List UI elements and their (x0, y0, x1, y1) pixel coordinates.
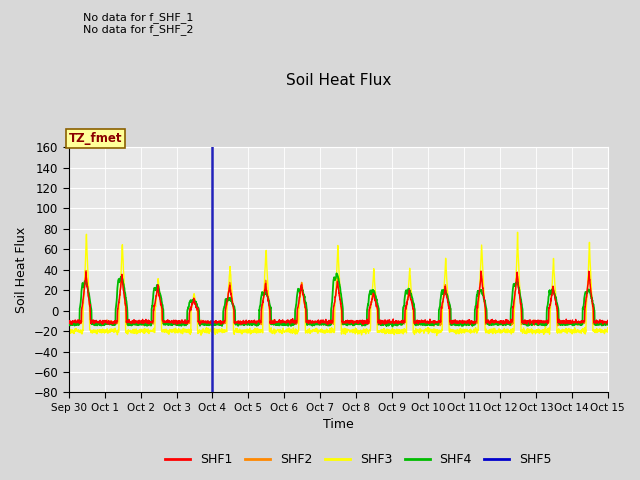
Text: TZ_fmet: TZ_fmet (68, 132, 122, 144)
Text: No data for f_SHF_1: No data for f_SHF_1 (83, 12, 193, 23)
Title: Soil Heat Flux: Soil Heat Flux (285, 72, 391, 87)
X-axis label: Time: Time (323, 419, 353, 432)
Legend: SHF1, SHF2, SHF3, SHF4, SHF5: SHF1, SHF2, SHF3, SHF4, SHF5 (160, 448, 557, 471)
Y-axis label: Soil Heat Flux: Soil Heat Flux (15, 227, 28, 313)
Text: No data for f_SHF_2: No data for f_SHF_2 (83, 24, 194, 35)
